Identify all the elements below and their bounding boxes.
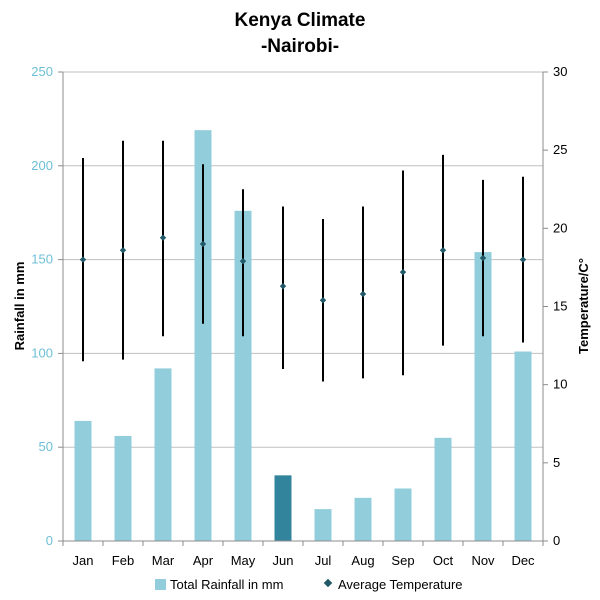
y2-tick-label: 25 [553,142,567,157]
bar [154,368,172,541]
bar [314,509,332,541]
bar [114,435,132,541]
x-tick-label: Aug [351,553,374,568]
temperature-point [479,254,487,262]
range-layer [82,140,524,382]
x-tick-label: Jul [315,553,332,568]
legend-swatch-temperature [323,578,333,588]
bar [74,420,92,541]
y2-tick-label: 0 [553,533,560,548]
bar [234,210,252,541]
y2-tick-label: 15 [553,299,567,314]
temperature-point [439,247,447,254]
chart-subtitle: -Nairobi- [260,36,340,57]
grid-layer [63,71,543,448]
x-tick-label: Jun [273,553,294,568]
bar [394,488,412,541]
temperature-point [239,257,247,265]
x-tick-label: Jan [73,553,94,568]
y2-tick-label: 30 [553,64,567,79]
x-tick-label: May [231,553,256,568]
bar [194,130,212,541]
y2-tick-label: 10 [553,377,567,392]
temperature-point [79,256,87,263]
y2-axis-label: Temperature/C° [576,258,591,354]
temperature-point [159,234,167,241]
temperature-point [359,290,367,298]
x-tick-label: Oct [433,553,454,568]
bar-layer [74,130,532,541]
bar [474,252,492,541]
point-layer [79,234,527,304]
y-tick-label: 0 [46,533,53,548]
y-tick-label: 150 [31,252,53,267]
bar [274,475,292,541]
tick-layer: 0 50 100 150 200 250 0 5 10 15 20 25 30 Jan Feb Mar Apr M… [31,64,567,568]
y-tick-label: 250 [31,64,53,79]
x-tick-label: Nov [471,553,495,568]
y-tick-label: 200 [31,158,53,173]
y-tick-label: 50 [39,439,53,454]
legend-swatch-rainfall [155,579,166,590]
chart-title: Kenya Climate [234,10,366,31]
legend-label-temperature: Average Temperature [338,577,463,592]
x-tick-label: Feb [112,553,134,568]
x-tick-label: Mar [152,553,175,568]
temperature-point [119,247,127,254]
temperature-point [519,256,527,263]
y2-tick-label: 5 [553,455,560,470]
y-axis-label: Rainfall in mm [12,262,27,351]
y2-tick-label: 20 [553,220,567,235]
temperature-point [199,240,207,248]
legend: Total Rainfall in mm Average Temperature [155,577,463,592]
bar [354,497,372,541]
x-tick-label: Sep [391,553,414,568]
temperature-point [279,282,287,290]
y-tick-label: 100 [31,345,53,360]
bar [434,437,452,541]
x-tick-label: Dec [511,553,535,568]
temperature-point [399,268,407,276]
legend-label-rainfall: Total Rainfall in mm [170,577,283,592]
x-tick-label: Apr [193,553,214,568]
temperature-point [319,297,327,304]
bar [514,351,532,541]
axis-layer [58,71,548,546]
